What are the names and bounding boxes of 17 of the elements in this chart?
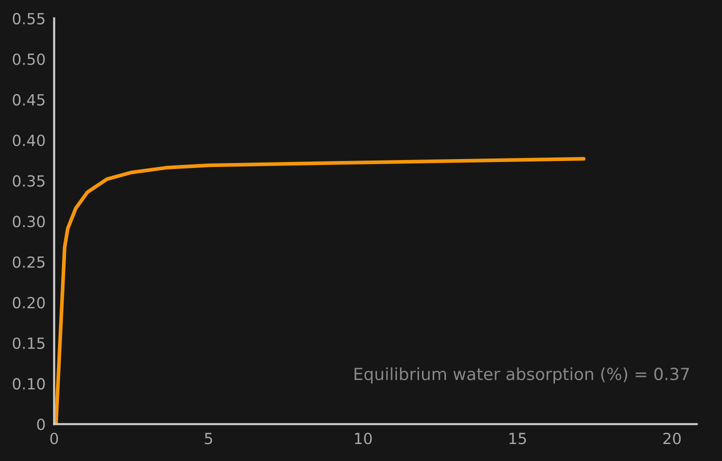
annotation: Equilibrium water absorption (%) = 0.37 [354, 367, 689, 384]
x-tick-label: 0 [50, 432, 58, 444]
y-tick-label: 0.50 [12, 53, 45, 66]
y-tick-label: 0.45 [12, 94, 44, 106]
x-tick-label: 5 [204, 432, 212, 444]
y-tick-label: 0.20 [12, 296, 45, 308]
y-tick-label: 0.35 [12, 175, 44, 187]
x-tick-label: 20 [663, 432, 681, 444]
y-tick-label: 0.40 [12, 134, 45, 146]
x-tick-label: 10 [355, 432, 372, 444]
y-tick-label: 0.30 [12, 216, 45, 228]
x-tick-label: 15 [510, 432, 526, 444]
y-tick-label: 0.10 [12, 378, 45, 390]
y-tick-label: 0.25 [12, 256, 44, 268]
y-tick-label: 0 [37, 418, 45, 430]
y-tick-label: 0.15 [12, 337, 44, 350]
y-tick-label: 0.55 [12, 12, 44, 24]
